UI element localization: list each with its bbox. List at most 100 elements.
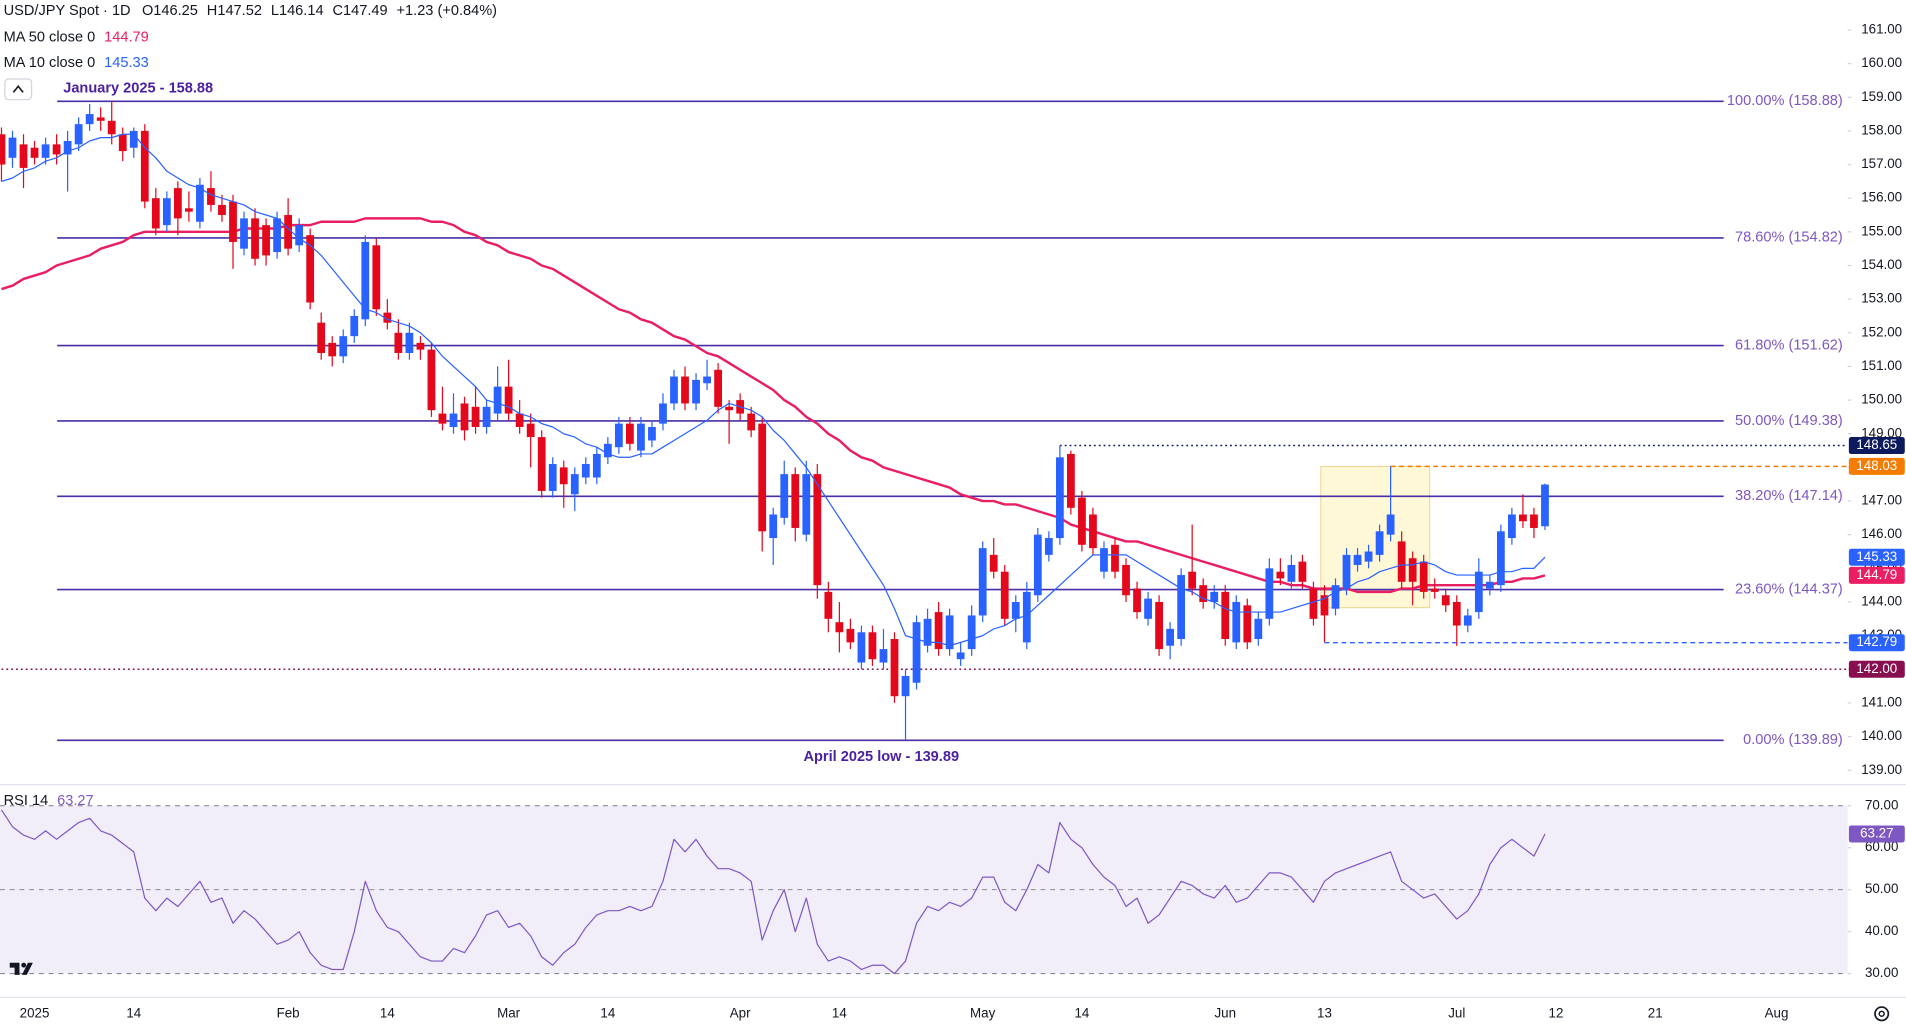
candle-body bbox=[879, 649, 888, 663]
candle-body bbox=[835, 622, 844, 633]
candle-body bbox=[173, 188, 182, 219]
candle-body bbox=[1111, 544, 1119, 572]
rsi-badge bbox=[1848, 825, 1905, 843]
header-value: 147.49 bbox=[343, 3, 388, 19]
candle-body bbox=[317, 322, 326, 353]
header-value: 146.25 bbox=[153, 3, 198, 19]
candle-body bbox=[714, 369, 722, 407]
rsi-line bbox=[0, 809, 1546, 975]
ma-legend: MA 10 close 0 145.33 bbox=[4, 55, 149, 71]
collapse-icon[interactable] bbox=[12, 85, 24, 93]
price-badge bbox=[1848, 437, 1905, 455]
x-tick-label: May bbox=[970, 1005, 996, 1020]
candle-body bbox=[240, 218, 248, 249]
legend-name: MA 10 close 0 bbox=[4, 55, 96, 71]
candle-body bbox=[570, 474, 579, 495]
candle-body bbox=[1430, 588, 1439, 592]
candle-body bbox=[1342, 554, 1351, 589]
candle-body bbox=[251, 218, 259, 259]
candle-body bbox=[1078, 497, 1086, 545]
candle-body bbox=[912, 622, 921, 683]
candle-body bbox=[1011, 601, 1020, 619]
candle-body bbox=[1331, 585, 1340, 609]
fib-label: 23.60% (144.37) bbox=[1735, 581, 1843, 597]
x-tick-label: Aug bbox=[1765, 1005, 1789, 1020]
candle-body bbox=[207, 188, 215, 205]
y-tick-label: 149.00 bbox=[1861, 425, 1902, 440]
logo-shape[interactable] bbox=[9, 962, 33, 975]
candle-body bbox=[1298, 561, 1307, 582]
candle-body bbox=[262, 225, 270, 256]
candle-body bbox=[637, 423, 645, 451]
candle-body bbox=[1265, 568, 1274, 619]
legend-name: MA 50 close 0 bbox=[4, 30, 96, 46]
price-badge-label: 148.65 bbox=[1856, 437, 1897, 452]
tradingview-logo[interactable] bbox=[9, 962, 33, 975]
candle-body bbox=[1177, 575, 1186, 639]
price-badge bbox=[1848, 660, 1905, 678]
candle-body bbox=[978, 548, 987, 616]
candle-body bbox=[614, 423, 623, 448]
price-badge-label: 145.33 bbox=[1856, 549, 1897, 564]
price-badge bbox=[1848, 457, 1905, 475]
x-tick-label: Feb bbox=[277, 1005, 300, 1020]
candle-body bbox=[813, 474, 822, 586]
candle-body bbox=[1541, 484, 1549, 527]
candle-body bbox=[769, 514, 778, 539]
candle-body bbox=[681, 376, 689, 404]
candle-body bbox=[229, 201, 237, 242]
fib-label: 78.60% (154.82) bbox=[1735, 230, 1843, 246]
candle-body bbox=[0, 134, 6, 165]
candle-body bbox=[1463, 615, 1472, 626]
candle-body bbox=[1452, 601, 1461, 626]
gear-hub[interactable] bbox=[1878, 1010, 1885, 1017]
candle-body bbox=[460, 403, 469, 431]
candle-body bbox=[1133, 588, 1141, 613]
candle-body bbox=[1199, 585, 1208, 602]
rsi-legend: RSI 14 63.27 bbox=[4, 793, 94, 809]
x-tick-label: 14 bbox=[1074, 1005, 1089, 1020]
header-label: C bbox=[332, 3, 343, 19]
candle-body bbox=[780, 474, 789, 518]
annotation: April 2025 low - 139.89 bbox=[803, 749, 959, 765]
candle-body bbox=[1474, 571, 1483, 613]
collapse-button[interactable] bbox=[4, 78, 33, 101]
candle-body bbox=[824, 591, 833, 619]
gear-ring[interactable] bbox=[1874, 1006, 1890, 1022]
candle-body bbox=[857, 632, 866, 663]
candle-body bbox=[603, 443, 612, 458]
candle-body bbox=[1221, 591, 1230, 639]
logo-dot[interactable] bbox=[21, 962, 27, 968]
x-tick-label: Apr bbox=[730, 1005, 751, 1020]
candle-body bbox=[1419, 561, 1428, 592]
rsi-tick-label: 40.00 bbox=[1865, 923, 1898, 938]
ma-legend: MA 50 close 0 144.79 bbox=[4, 30, 149, 46]
candle-body bbox=[1022, 591, 1031, 643]
x-tick-label: 13 bbox=[1317, 1005, 1332, 1020]
candle-body bbox=[1144, 598, 1152, 619]
highlight-zone bbox=[1320, 465, 1431, 609]
settings-button[interactable] bbox=[1874, 1006, 1890, 1022]
y-tick-label: 141.00 bbox=[1861, 694, 1902, 709]
candle-body bbox=[802, 474, 811, 535]
candle-body bbox=[1375, 531, 1384, 555]
candle-body bbox=[284, 215, 293, 249]
x-tick-label: Mar bbox=[497, 1005, 521, 1020]
candle-body bbox=[1508, 514, 1516, 539]
candle-body bbox=[934, 612, 943, 650]
candle-body bbox=[8, 137, 17, 158]
price-badge-label: 142.79 bbox=[1856, 634, 1897, 649]
fib-label: 50.00% (149.38) bbox=[1735, 413, 1843, 429]
candle-body bbox=[504, 386, 513, 414]
candle-body bbox=[85, 114, 94, 125]
y-tick-label: 161.00 bbox=[1861, 21, 1902, 36]
price-badge bbox=[1848, 634, 1905, 652]
x-tick-label: 14 bbox=[126, 1005, 141, 1020]
collapse-box[interactable] bbox=[4, 78, 33, 101]
candle-body bbox=[383, 312, 392, 323]
rsi-tick-label: 50.00 bbox=[1865, 881, 1898, 896]
candle-body bbox=[890, 638, 899, 697]
y-tick-label: 154.00 bbox=[1861, 257, 1902, 272]
